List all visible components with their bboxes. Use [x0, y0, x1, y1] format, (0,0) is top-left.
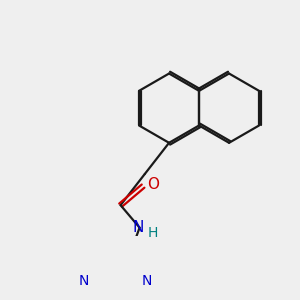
- Text: O: O: [147, 177, 159, 192]
- Text: N: N: [79, 274, 89, 288]
- Text: H: H: [148, 226, 158, 240]
- Text: N: N: [132, 220, 144, 235]
- Text: N: N: [142, 274, 152, 288]
